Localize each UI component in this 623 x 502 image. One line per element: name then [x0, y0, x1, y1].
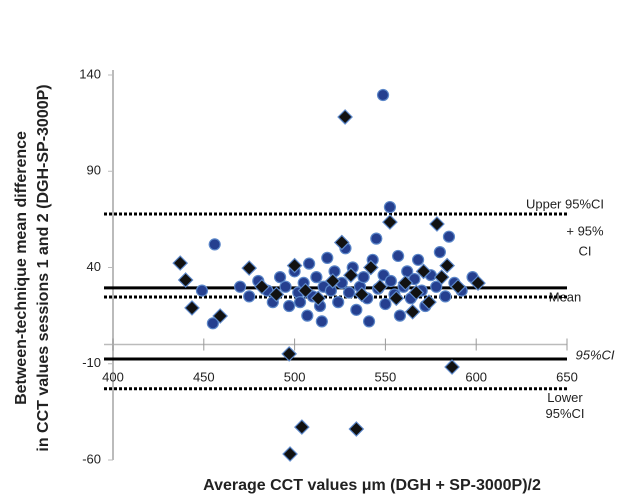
x-tick-label: 500 — [284, 369, 306, 384]
circle-point — [442, 230, 456, 243]
diamond-point — [450, 278, 466, 295]
circle-point — [376, 88, 390, 102]
reference-label: Lower — [547, 390, 583, 405]
circle-point — [332, 296, 345, 309]
reference-label: 95%CI — [545, 406, 584, 421]
diamond-point — [404, 303, 421, 320]
reference-label: + 95% — [566, 223, 604, 238]
diamond-point — [337, 109, 353, 125]
diamond-point — [281, 346, 298, 362]
circle-point — [379, 297, 392, 311]
diamond-point — [294, 419, 310, 435]
circle-point — [357, 271, 370, 284]
diamond-point — [415, 263, 432, 280]
diamond-point — [254, 278, 270, 295]
circle-point — [301, 309, 314, 322]
circle-point — [303, 257, 316, 270]
y-tick-label: 90 — [87, 163, 101, 178]
diamond-point — [177, 272, 194, 288]
diamond-point — [429, 216, 445, 232]
circle-point — [293, 296, 307, 309]
circle-point — [430, 280, 443, 293]
diamond-point — [333, 234, 350, 251]
reference-label: Upper 95%CI — [526, 196, 604, 211]
circle-point — [383, 200, 397, 214]
circle-point — [439, 290, 452, 303]
diamond-point — [388, 290, 405, 307]
circle-point — [401, 265, 414, 278]
circle-point — [273, 271, 287, 284]
diamond-point — [282, 446, 298, 462]
circle-point — [208, 238, 221, 251]
circle-point — [350, 303, 363, 316]
x-tick-label: 600 — [465, 369, 487, 384]
y-tick-label: 140 — [79, 66, 101, 81]
diamond-point — [172, 255, 189, 271]
diamond-point — [212, 308, 228, 324]
circle-point — [393, 309, 407, 322]
diamond-point — [268, 286, 285, 303]
diamond-point — [324, 273, 341, 289]
x-tick-label: 550 — [375, 369, 397, 384]
reference-label: CI — [579, 243, 592, 258]
diamond-point — [363, 259, 379, 276]
y-tick-label: 40 — [87, 259, 101, 274]
circle-point — [283, 299, 296, 313]
diamond-point — [241, 260, 258, 276]
circle-point — [195, 284, 209, 297]
diamond-point — [408, 284, 425, 301]
circle-point — [392, 249, 405, 263]
diamond-point — [433, 269, 450, 285]
x-axis-title: Average CCT values μm (DGH + SP-3000P)/2 — [203, 477, 541, 494]
circle-point — [384, 274, 397, 288]
diamond-point — [297, 282, 314, 299]
circle-point — [433, 246, 446, 259]
diamond-point — [184, 300, 200, 316]
circle-point — [206, 317, 219, 330]
circle-point — [279, 280, 292, 293]
circle-point — [342, 286, 356, 299]
circle-point — [321, 251, 334, 264]
diamond-point — [348, 421, 365, 437]
diamond-point — [372, 278, 388, 295]
circle-point — [315, 315, 328, 328]
diamond-point — [353, 286, 370, 303]
y-tick-label: -60 — [82, 451, 101, 466]
y-axis-title: in CCT values sessions 1 and 2 (DGH-SP-3… — [35, 84, 52, 451]
circle-point — [370, 232, 383, 245]
diamond-point — [310, 290, 327, 307]
diamond-point — [439, 257, 455, 274]
diamond-point — [397, 275, 414, 291]
diamond-point — [286, 257, 303, 274]
x-tick-label: 450 — [193, 369, 215, 384]
diamond-point — [470, 275, 486, 291]
reference-label: 95%CI — [575, 347, 614, 362]
diamond-point — [382, 214, 398, 230]
circle-point — [411, 253, 425, 266]
diamond-point — [343, 267, 359, 284]
circle-point — [362, 315, 376, 328]
circle-point — [243, 290, 256, 303]
diamond-point — [444, 359, 460, 375]
x-tick-label: 650 — [556, 369, 578, 384]
x-tick-label: 400 — [102, 369, 124, 384]
circle-point — [234, 280, 247, 293]
y-axis-title: Between-technique mean difference — [13, 131, 30, 405]
y-tick-label: -10 — [82, 355, 101, 370]
circle-point — [310, 271, 323, 284]
diamond-point — [421, 294, 437, 310]
